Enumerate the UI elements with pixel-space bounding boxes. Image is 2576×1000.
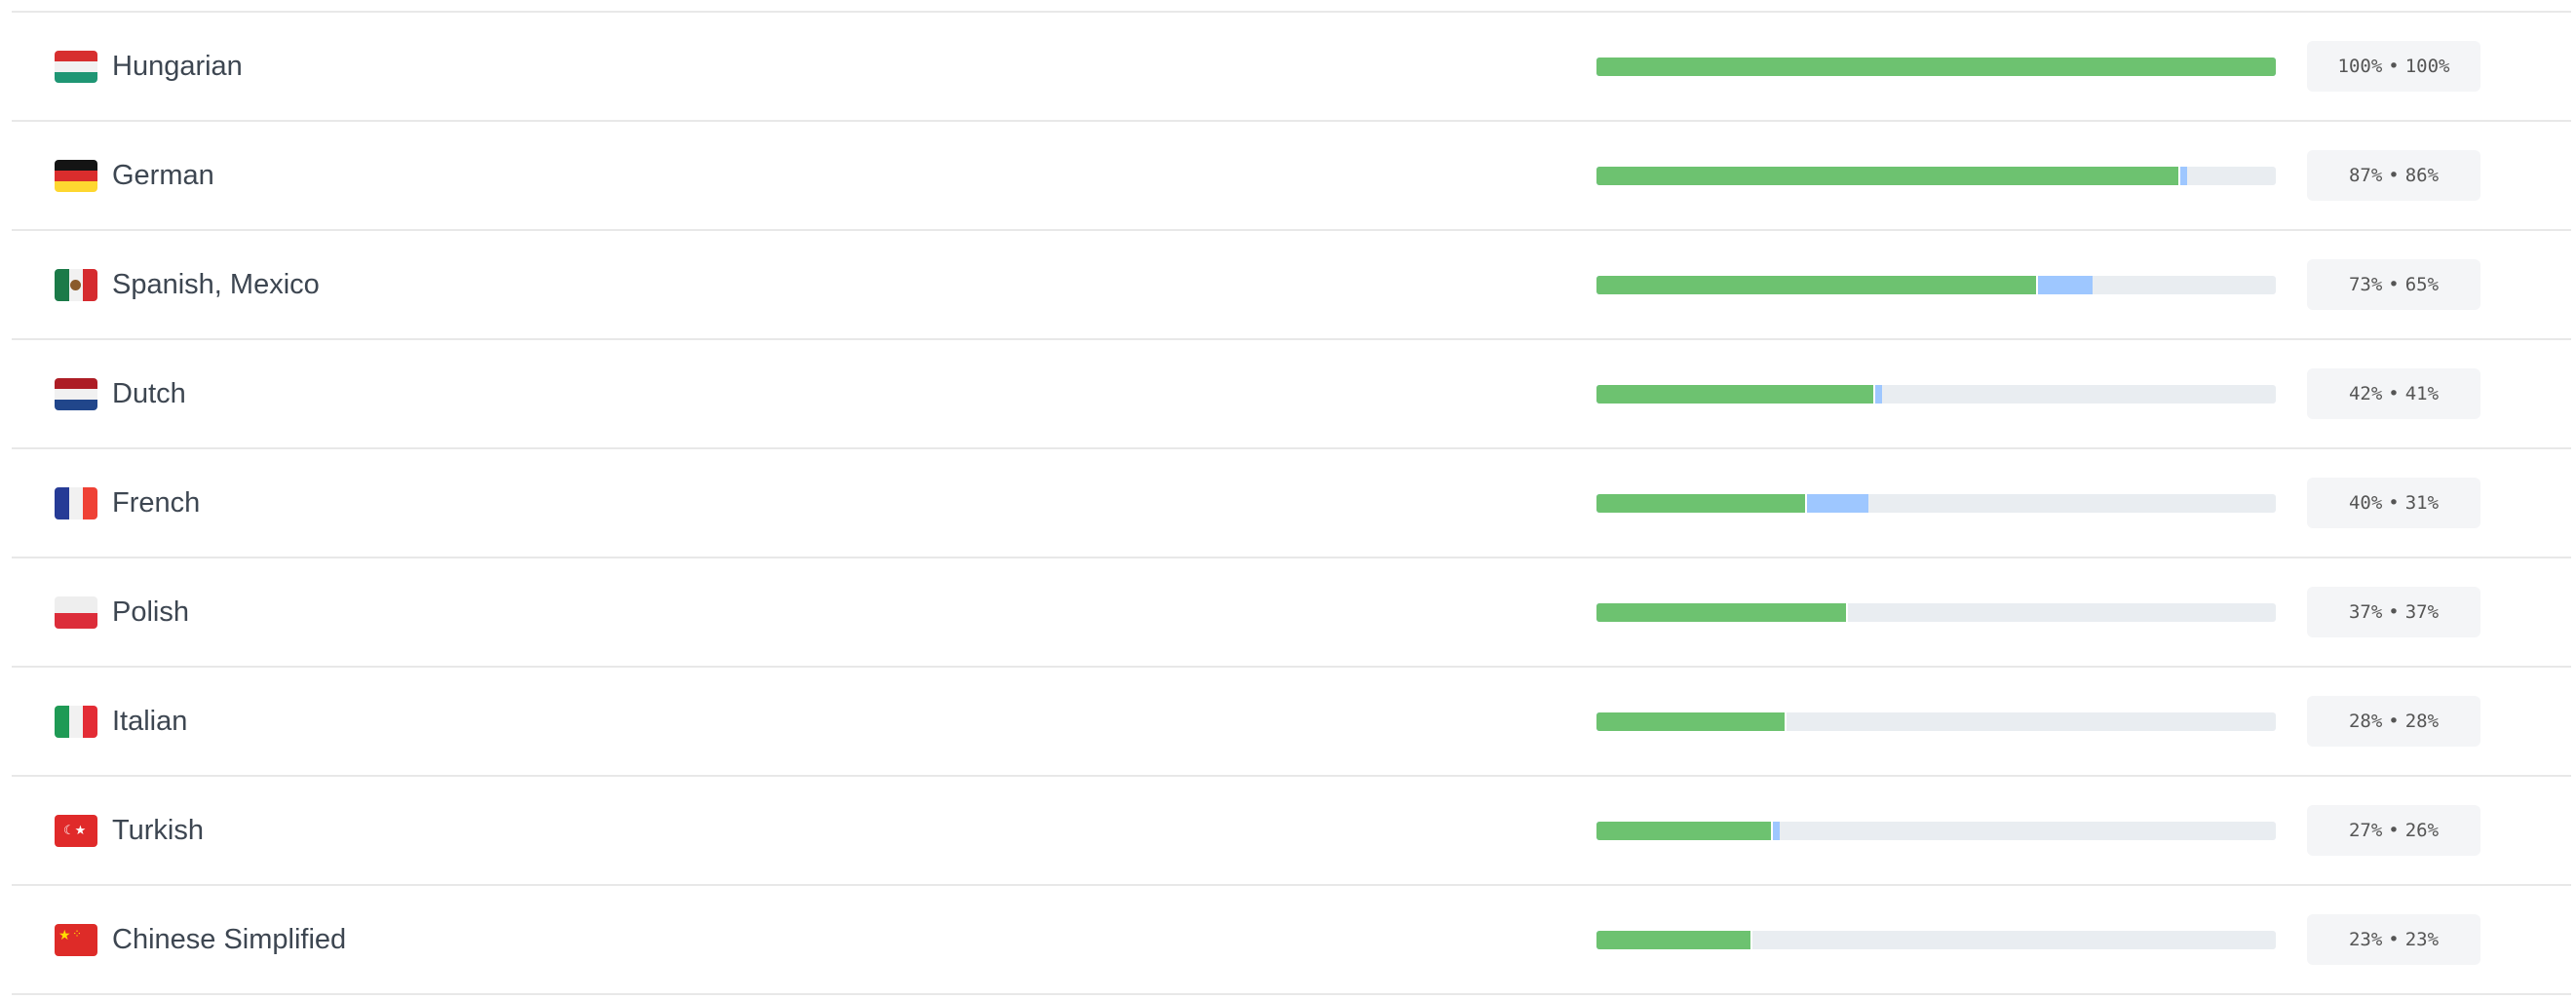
separator-dot: • (2388, 492, 2400, 514)
separator-dot: • (2388, 274, 2400, 295)
approved-percent: 26% (2404, 820, 2440, 841)
progress-badge: 40% • 31% (2307, 478, 2480, 528)
language-name[interactable]: Chinese Simplified (112, 924, 347, 955)
progress-badge: 87% • 86% (2307, 150, 2480, 201)
translated-percent: 100% (2337, 56, 2383, 77)
progress-badge: 27% • 26% (2307, 805, 2480, 856)
separator-dot: • (2388, 820, 2400, 841)
flag-hungarian-icon (55, 51, 97, 83)
translated-percent: 42% (2348, 383, 2383, 404)
flag-german-icon (55, 160, 97, 192)
translated-percent: 23% (2348, 929, 2383, 950)
approved-percent: 86% (2404, 165, 2440, 186)
translated-percent: 87% (2348, 165, 2383, 186)
language-row[interactable]: ☾★ Turkish 27% • 26% (12, 777, 2571, 886)
approved-percent: 37% (2404, 601, 2440, 623)
approved-fill (1596, 603, 1848, 622)
translated-percent: 37% (2348, 601, 2383, 623)
language-row[interactable]: Hungarian 100% • 100% (12, 13, 2571, 122)
language-row[interactable]: German 87% • 86% (12, 122, 2571, 231)
language-name[interactable]: Spanish, Mexico (112, 269, 320, 300)
language-name[interactable]: Dutch (112, 378, 186, 409)
language-row[interactable]: Polish 37% • 37% (12, 558, 2571, 668)
approved-percent: 65% (2404, 274, 2440, 295)
approved-fill (1596, 167, 2181, 185)
flag-chinese-simplified-icon: ★ ⁘ (55, 924, 97, 956)
progress-bar (1596, 385, 2276, 404)
separator-dot: • (2388, 56, 2400, 77)
progress-bar (1596, 931, 2276, 949)
progress-badge: 100% • 100% (2307, 41, 2480, 92)
progress-bar (1596, 603, 2276, 622)
translated-percent: 27% (2348, 820, 2383, 841)
language-name[interactable]: French (112, 487, 201, 519)
flag-dutch-icon (55, 378, 97, 410)
approved-fill (1596, 931, 1753, 949)
progress-badge: 23% • 23% (2307, 914, 2480, 965)
language-row[interactable]: ★ ⁘ Chinese Simplified 23% • 23% (12, 886, 2571, 995)
translated-percent: 28% (2348, 711, 2383, 732)
translated-percent: 40% (2348, 492, 2383, 514)
language-name[interactable]: Turkish (112, 815, 204, 846)
approved-percent: 28% (2404, 711, 2440, 732)
flag-french-icon (55, 487, 97, 519)
approved-fill (1596, 276, 2039, 294)
language-name[interactable]: Polish (112, 596, 189, 628)
flag-turkish-icon: ☾★ (55, 815, 97, 847)
progress-bar (1596, 822, 2276, 840)
approved-fill (1596, 494, 1808, 513)
approved-fill (1596, 822, 1774, 840)
progress-bar (1596, 494, 2276, 513)
language-row[interactable]: Dutch 42% • 41% (12, 340, 2571, 449)
separator-dot: • (2388, 601, 2400, 623)
language-row[interactable]: Italian 28% • 28% (12, 668, 2571, 777)
progress-bar (1596, 276, 2276, 294)
separator-dot: • (2388, 929, 2400, 950)
language-progress-list: Hungarian 100% • 100% German 87% • 86% Spanish, … (12, 11, 2571, 995)
approved-percent: 100% (2404, 56, 2450, 77)
progress-badge: 37% • 37% (2307, 587, 2480, 637)
language-row[interactable]: French 40% • 31% (12, 449, 2571, 558)
flag-spanish-mexico-icon (55, 269, 97, 301)
approved-fill (1596, 58, 2276, 76)
progress-bar (1596, 58, 2276, 76)
approved-fill (1596, 712, 1788, 731)
approved-percent: 23% (2404, 929, 2440, 950)
approved-percent: 31% (2404, 492, 2440, 514)
separator-dot: • (2388, 165, 2400, 186)
language-row[interactable]: Spanish, Mexico 73% • 65% (12, 231, 2571, 340)
separator-dot: • (2388, 383, 2400, 404)
translated-percent: 73% (2348, 274, 2383, 295)
flag-italian-icon (55, 706, 97, 738)
language-name[interactable]: Italian (112, 706, 188, 737)
approved-percent: 41% (2404, 383, 2440, 404)
progress-bar (1596, 712, 2276, 731)
progress-badge: 28% • 28% (2307, 696, 2480, 747)
approved-fill (1596, 385, 1875, 404)
separator-dot: • (2388, 711, 2400, 732)
flag-polish-icon (55, 596, 97, 629)
progress-badge: 73% • 65% (2307, 259, 2480, 310)
progress-badge: 42% • 41% (2307, 368, 2480, 419)
language-name[interactable]: Hungarian (112, 51, 243, 82)
language-name[interactable]: German (112, 160, 214, 191)
progress-bar (1596, 167, 2276, 185)
